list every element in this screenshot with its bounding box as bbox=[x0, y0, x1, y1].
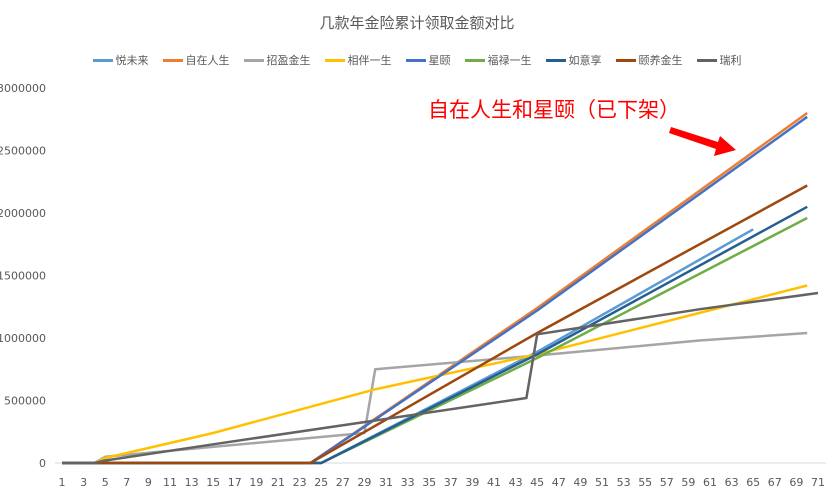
x-tick-label: 31 bbox=[379, 476, 393, 489]
x-tick-label: 7 bbox=[123, 476, 130, 489]
x-tick-label: 33 bbox=[401, 476, 415, 489]
legend-label: 自在人生 bbox=[185, 54, 230, 67]
legend-swatch bbox=[615, 58, 636, 62]
legend-item: 悦未来 bbox=[92, 52, 149, 68]
x-tick-label: 63 bbox=[725, 476, 739, 489]
legend: 悦未来 自在人生 招盈金生 相伴一生 星颐 福禄一生 如意享 颐养金生 瑞利 bbox=[0, 52, 834, 68]
y-tick-label: 2500000 bbox=[0, 145, 46, 158]
x-tick-label: 65 bbox=[746, 476, 760, 489]
x-tick-label: 11 bbox=[163, 476, 177, 489]
x-tick-label: 49 bbox=[573, 476, 587, 489]
x-tick-label: 35 bbox=[422, 476, 436, 489]
legend-label: 招盈金生 bbox=[266, 54, 311, 67]
x-tick-label: 53 bbox=[617, 476, 631, 489]
series-line-瑞利 bbox=[62, 291, 819, 465]
x-tick-label: 9 bbox=[145, 476, 152, 489]
x-tick-label: 47 bbox=[552, 476, 566, 489]
legend-item: 瑞利 bbox=[696, 52, 742, 68]
x-tick-label: 43 bbox=[509, 476, 523, 489]
x-tick-label: 13 bbox=[185, 476, 199, 489]
legend-swatch bbox=[545, 58, 566, 62]
legend-item: 自在人生 bbox=[162, 52, 230, 68]
series-line-相伴一生 bbox=[62, 284, 808, 465]
x-tick-label: 23 bbox=[293, 476, 307, 489]
y-tick-label: 2000000 bbox=[0, 207, 46, 220]
annotation-arrow bbox=[669, 127, 736, 156]
x-tick-label: 19 bbox=[249, 476, 263, 489]
legend-swatch bbox=[92, 58, 113, 62]
legend-label: 星颐 bbox=[428, 54, 451, 67]
x-tick-label: 27 bbox=[336, 476, 350, 489]
x-tick-label: 41 bbox=[487, 476, 501, 489]
series-line-招盈金生 bbox=[62, 331, 808, 465]
x-tick-label: 45 bbox=[530, 476, 544, 489]
x-tick-label: 17 bbox=[228, 476, 242, 489]
legend-swatch bbox=[696, 58, 717, 62]
x-tick-label: 5 bbox=[102, 476, 109, 489]
x-tick-label: 67 bbox=[768, 476, 782, 489]
x-tick-label: 69 bbox=[789, 476, 803, 489]
x-tick-label: 15 bbox=[206, 476, 220, 489]
legend-item: 福禄一生 bbox=[464, 52, 532, 68]
y-tick-label: 1000000 bbox=[0, 332, 46, 345]
y-tick-label: 0 bbox=[39, 457, 46, 470]
legend-label: 悦未来 bbox=[115, 54, 149, 67]
legend-label: 颐养金生 bbox=[638, 54, 683, 67]
legend-label: 瑞利 bbox=[719, 54, 742, 67]
chart-title: 几款年金险累计领取金额对比 bbox=[319, 14, 515, 32]
x-tick-label: 25 bbox=[314, 476, 328, 489]
y-tick-label: 3000000 bbox=[0, 82, 46, 95]
x-tick-label: 59 bbox=[681, 476, 695, 489]
legend-label: 如意享 bbox=[568, 54, 602, 67]
x-tick-label: 57 bbox=[660, 476, 674, 489]
x-tick-label: 51 bbox=[595, 476, 609, 489]
annotation-label: 自在人生和星颐（已下架） bbox=[428, 98, 680, 122]
x-tick-label: 37 bbox=[444, 476, 458, 489]
legend-item: 颐养金生 bbox=[615, 52, 683, 68]
legend-swatch bbox=[464, 58, 485, 62]
x-tick-label: 55 bbox=[638, 476, 652, 489]
x-tick-label: 39 bbox=[465, 476, 479, 489]
legend-label: 福禄一生 bbox=[487, 54, 532, 67]
legend-label: 相伴一生 bbox=[347, 54, 392, 67]
legend-item: 如意享 bbox=[545, 52, 602, 68]
x-tick-label: 1 bbox=[59, 476, 66, 489]
x-tick-label: 21 bbox=[271, 476, 285, 489]
legend-item: 相伴一生 bbox=[324, 52, 392, 68]
y-tick-label: 1500000 bbox=[0, 270, 46, 283]
legend-item: 星颐 bbox=[405, 52, 451, 68]
x-tick-label: 61 bbox=[703, 476, 717, 489]
legend-swatch bbox=[162, 58, 183, 62]
legend-swatch bbox=[243, 58, 264, 62]
legend-swatch bbox=[324, 58, 345, 62]
legend-swatch bbox=[405, 58, 426, 62]
legend-item: 招盈金生 bbox=[243, 52, 311, 68]
x-tick-label: 71 bbox=[811, 476, 825, 489]
y-tick-label: 500000 bbox=[4, 395, 46, 408]
x-tick-label: 29 bbox=[357, 476, 371, 489]
x-tick-label: 3 bbox=[80, 476, 87, 489]
series-line-颐养金生 bbox=[62, 184, 808, 465]
